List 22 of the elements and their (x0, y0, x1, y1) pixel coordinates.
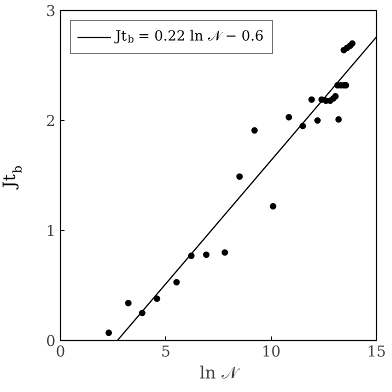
point (154, 295, 160, 302)
x-tick-label: 15 (366, 342, 386, 360)
point (105, 330, 112, 336)
point (222, 249, 228, 256)
x-tick-label: 5 (161, 342, 171, 360)
point (308, 96, 315, 103)
point (335, 116, 342, 123)
point (314, 117, 321, 124)
point (173, 278, 180, 286)
point (203, 251, 210, 258)
y-axis-title: Jtb (0, 165, 24, 190)
y-tick-label: 1 (46, 222, 56, 240)
point (125, 300, 132, 306)
x-axis-title: ln 𝒩 (200, 364, 240, 384)
point (251, 127, 258, 134)
y-tick-label: 2 (46, 112, 56, 130)
x-tick-label: 10 (262, 342, 281, 360)
point (270, 203, 276, 210)
point (236, 173, 243, 180)
y-tick-label: 3 (46, 2, 56, 20)
point (349, 40, 356, 47)
point (286, 114, 292, 120)
